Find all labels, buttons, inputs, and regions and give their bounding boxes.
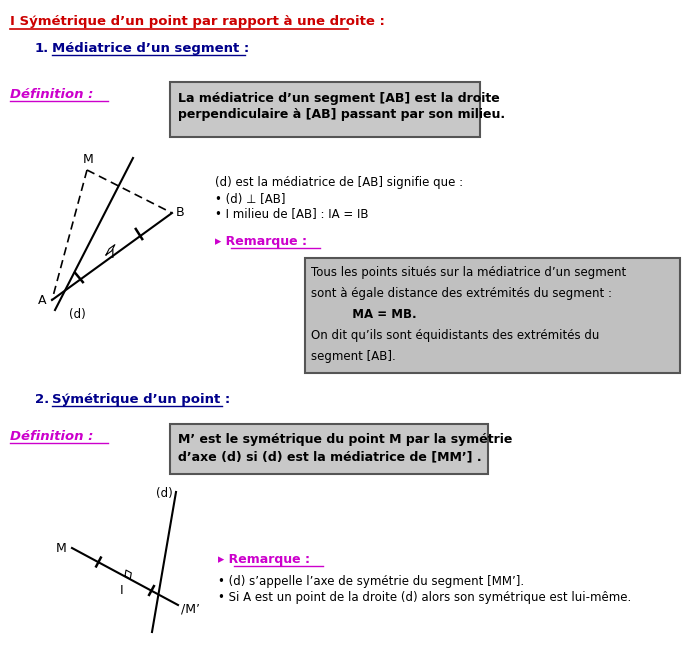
Text: A: A: [38, 294, 46, 307]
Text: On dit qu’ils sont équidistants des extrémités du: On dit qu’ils sont équidistants des extr…: [311, 329, 600, 342]
Text: • (d) ⊥ [AB]: • (d) ⊥ [AB]: [215, 193, 286, 206]
Text: ▸ Remarque :: ▸ Remarque :: [215, 235, 307, 248]
Text: (d) est la médiatrice de [AB] signifie que :: (d) est la médiatrice de [AB] signifie q…: [215, 176, 463, 189]
Text: perpendiculaire à [AB] passant par son milieu.: perpendiculaire à [AB] passant par son m…: [178, 108, 505, 121]
Text: Définition :: Définition :: [10, 88, 93, 101]
Bar: [170, 424, 488, 474]
Text: Tous les points situés sur la médiatrice d’un segment: Tous les points situés sur la médiatrice…: [311, 266, 627, 279]
Text: M: M: [83, 153, 94, 166]
Text: 2.: 2.: [35, 393, 49, 406]
Text: • Si A est un point de la droite (d) alors son symétrique est lui-même.: • Si A est un point de la droite (d) alo…: [218, 591, 631, 604]
Text: d’axe (d) si (d) est la médiatrice de [MM’] .: d’axe (d) si (d) est la médiatrice de [M…: [178, 450, 482, 463]
Text: Définition :: Définition :: [10, 430, 93, 443]
Text: sont à égale distance des extrémités du segment :: sont à égale distance des extrémités du …: [311, 287, 612, 300]
Text: B: B: [176, 207, 185, 220]
Bar: [170, 82, 480, 137]
Text: • (d) s’appelle l’axe de symétrie du segment [MM’].: • (d) s’appelle l’axe de symétrie du seg…: [218, 575, 524, 588]
Text: MA = MB.: MA = MB.: [311, 308, 417, 321]
Text: 1.: 1.: [35, 42, 49, 55]
Text: ▸ Remarque :: ▸ Remarque :: [218, 553, 310, 566]
Text: I Sýmétrique d’un point par rapport à une droite :: I Sýmétrique d’un point par rapport à un…: [10, 15, 385, 28]
Bar: [305, 258, 680, 373]
Text: La médiatrice d’un segment [AB] est la droite: La médiatrice d’un segment [AB] est la d…: [178, 92, 500, 105]
Text: Médiatrice d’un segment :: Médiatrice d’un segment :: [52, 42, 249, 55]
Text: M’ est le symétrique du point M par la symétrie: M’ est le symétrique du point M par la s…: [178, 433, 513, 446]
Text: (d): (d): [69, 308, 86, 321]
Text: /M’: /M’: [181, 603, 200, 616]
Text: segment [AB].: segment [AB].: [311, 350, 396, 363]
Text: I: I: [120, 583, 124, 597]
Text: Sýmétrique d’un point :: Sýmétrique d’un point :: [52, 393, 230, 406]
Text: • I milieu de [AB] : IA = IB: • I milieu de [AB] : IA = IB: [215, 207, 368, 220]
Text: (d): (d): [156, 487, 172, 500]
Text: I: I: [111, 248, 115, 262]
Text: M: M: [56, 542, 67, 555]
